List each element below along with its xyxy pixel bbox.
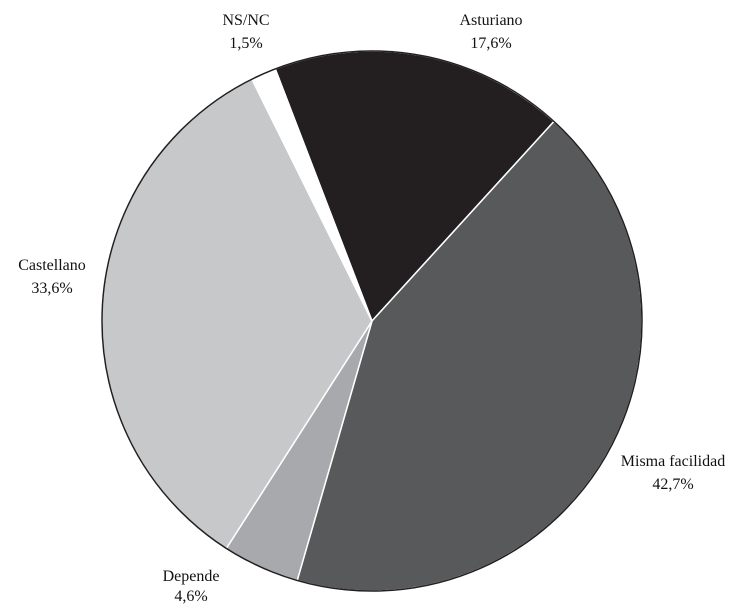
label-depende-name: Depende: [163, 568, 220, 585]
pie-slices: [101, 50, 643, 592]
label-asturiano-value: 17,6%: [470, 35, 511, 52]
label-nsnc-value: 1,5%: [229, 35, 262, 52]
label-misma-facilidad-value: 42,7%: [652, 476, 693, 493]
label-asturiano-name: Asturiano: [459, 12, 522, 29]
label-depende-value: 4,6%: [174, 588, 207, 605]
label-misma-facilidad-name: Misma facilidad: [621, 453, 725, 470]
label-nsnc-name: NS/NC: [222, 12, 269, 29]
pie-outline: [101, 50, 643, 592]
label-castellano-value: 33,6%: [31, 280, 72, 297]
label-castellano-name: Castellano: [18, 257, 86, 274]
